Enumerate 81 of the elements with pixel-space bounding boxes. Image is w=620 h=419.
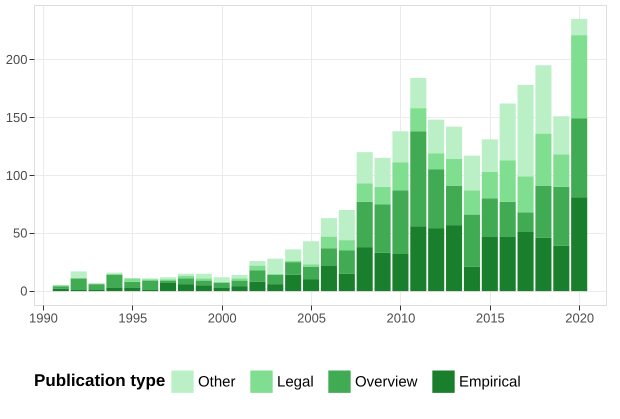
bar bbox=[518, 232, 534, 292]
bar bbox=[303, 280, 320, 292]
bar bbox=[518, 176, 534, 212]
x-tick-label: 2000 bbox=[208, 310, 237, 326]
x-tick-label: 1995 bbox=[118, 310, 148, 326]
bar bbox=[320, 248, 337, 266]
bar bbox=[571, 18, 588, 36]
bar bbox=[446, 126, 462, 160]
legend-label: Other bbox=[198, 374, 236, 391]
bar bbox=[410, 108, 426, 132]
y-tick-label: 200 bbox=[6, 52, 28, 67]
bar bbox=[356, 202, 373, 248]
bar bbox=[338, 250, 355, 274]
bar bbox=[160, 282, 176, 292]
bar bbox=[428, 153, 444, 170]
x-tick-label: 2010 bbox=[386, 310, 416, 326]
x-tick-label: 1990 bbox=[28, 310, 58, 326]
bar bbox=[535, 134, 552, 186]
bar bbox=[320, 236, 337, 248]
bar bbox=[356, 152, 373, 184]
bar bbox=[428, 120, 444, 154]
bar bbox=[178, 274, 194, 276]
legend-title: Publication type bbox=[34, 371, 166, 390]
bar bbox=[232, 274, 248, 278]
bar bbox=[249, 282, 266, 292]
bar bbox=[446, 186, 462, 226]
bar bbox=[338, 210, 355, 240]
x-tick-label: 2020 bbox=[565, 310, 594, 326]
bar bbox=[374, 204, 391, 253]
bar bbox=[88, 284, 105, 290]
bar bbox=[535, 186, 552, 238]
bar bbox=[518, 212, 534, 232]
bar bbox=[178, 278, 194, 284]
bar bbox=[320, 266, 337, 292]
y-tick-label: 100 bbox=[6, 168, 28, 183]
bar bbox=[410, 78, 426, 108]
bar bbox=[464, 156, 480, 190]
bar bbox=[303, 266, 320, 280]
bar bbox=[374, 252, 391, 292]
bar bbox=[249, 260, 266, 266]
bar bbox=[464, 214, 480, 267]
legend-label: Overview bbox=[355, 374, 418, 391]
bar bbox=[392, 254, 408, 292]
bar bbox=[535, 65, 552, 134]
legend-label: Empirical bbox=[459, 374, 521, 391]
bar bbox=[320, 218, 337, 237]
bar bbox=[571, 35, 588, 119]
bar bbox=[464, 266, 480, 292]
y-tick-label: 150 bbox=[6, 110, 28, 125]
bar bbox=[446, 159, 462, 186]
y-tick-label: 0 bbox=[20, 284, 28, 299]
bar bbox=[446, 225, 462, 292]
bar bbox=[178, 284, 194, 292]
bar bbox=[285, 262, 302, 275]
bar bbox=[303, 241, 320, 264]
bar bbox=[232, 280, 248, 286]
bar bbox=[106, 274, 122, 288]
bar bbox=[160, 277, 176, 280]
bar bbox=[338, 240, 355, 251]
bar bbox=[392, 162, 408, 190]
bar bbox=[249, 266, 266, 270]
bar bbox=[303, 264, 320, 267]
bar bbox=[518, 84, 534, 176]
legend-label: Legal bbox=[277, 374, 314, 391]
x-tick-label: 2005 bbox=[297, 310, 326, 326]
bar bbox=[106, 288, 122, 292]
bar bbox=[249, 270, 266, 282]
bar bbox=[267, 274, 284, 284]
bar bbox=[535, 238, 552, 292]
bar bbox=[392, 190, 408, 254]
bar bbox=[374, 186, 391, 204]
bar bbox=[553, 154, 570, 187]
x-tick-label: 2015 bbox=[476, 310, 505, 326]
bar bbox=[356, 183, 373, 202]
y-tick-label: 50 bbox=[13, 226, 28, 241]
bar bbox=[464, 190, 480, 215]
bar bbox=[70, 271, 87, 278]
bar bbox=[232, 286, 248, 292]
bar bbox=[553, 116, 570, 154]
bar bbox=[392, 131, 408, 163]
bar bbox=[374, 158, 391, 187]
